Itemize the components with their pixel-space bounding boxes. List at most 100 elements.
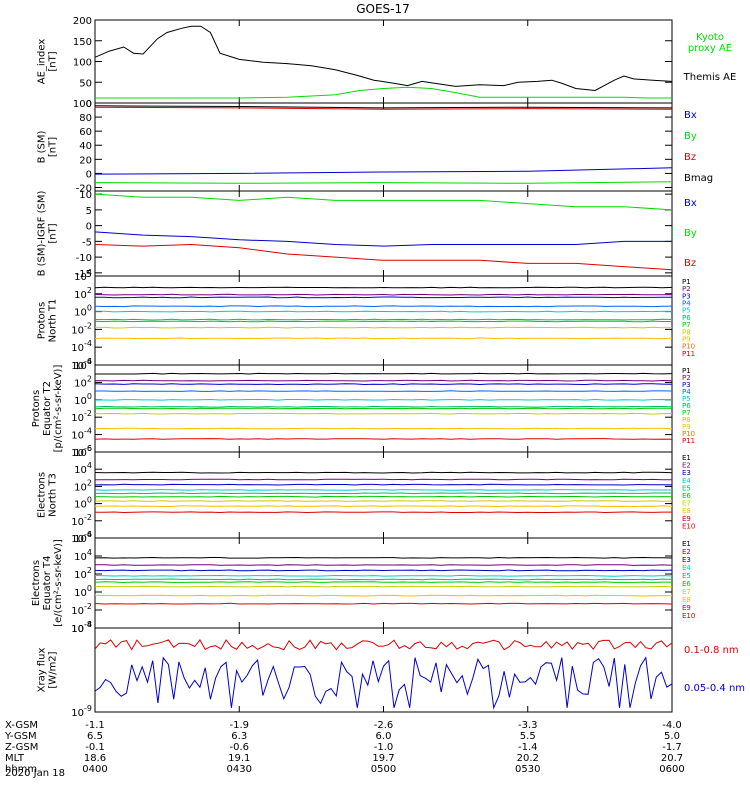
legend-label: E5 [682,572,691,580]
series-e6 [94,581,672,584]
series-line [95,412,673,415]
series-line [94,495,673,498]
y-tick-label: 10-9 [71,704,92,719]
series-p2 [94,293,673,296]
x-axis-row-value: 0430 [227,764,252,775]
x-axis-row-value: 0500 [371,764,396,775]
y-tick-label: 10-4 [71,620,92,635]
series-e2 [95,564,673,566]
x-axis-row-label: Y-GSM [4,731,37,742]
series-line [94,337,673,340]
legend-label: Bz [684,152,696,163]
legend-label: 0.1-0.8 nm [684,645,739,656]
legend-label: E3 [682,469,691,477]
legend-label: E2 [682,548,691,556]
legend-label: Bz [684,258,696,269]
legend-label: proxy AE [688,43,732,54]
series-line [94,639,673,651]
legend-label: Bx [684,198,697,209]
series-bx [94,231,672,247]
series-line [94,500,673,502]
series-line [94,471,673,474]
series-p3 [94,383,673,386]
y-axis-label: North T3 [48,473,59,517]
x-axis-row-value: 19.1 [228,753,250,764]
series-p5 [95,310,673,313]
y-axis-label: Electrons [31,560,42,606]
legend-label: By [684,131,697,142]
y-tick-label: 10-4 [71,339,92,354]
y-axis-label: AE_index [37,39,48,85]
y-tick-label: 102 [74,566,92,581]
x-axis-row-value: -1.7 [662,742,682,753]
legend-label: E10 [682,522,695,530]
y-axis-label: B (SM)-IGRF (SM) [37,191,48,277]
series-e7 [94,500,673,502]
series-line [94,286,673,289]
x-axis-row-label: Z-GSM [5,742,38,753]
legend-label: 0.05-0.4 nm [684,683,745,694]
y-tick-label: 50 [79,78,92,89]
y-axis-label: [W/m2] [48,651,59,688]
series-e9 [94,511,672,514]
legend-label: E4 [682,564,691,572]
x-axis-row-value: 6.3 [231,731,247,742]
series-themis-ae [94,25,673,92]
series-bx [94,167,673,175]
legend-label: P4 [682,300,691,308]
series-p4 [95,390,673,392]
series-line [94,405,673,408]
y-axis-label: Equator T4 [42,556,53,611]
series-line [94,483,673,486]
legend-label: E7 [682,500,691,508]
series-line [94,427,673,430]
series-line [94,478,672,481]
legend-label: P3 [682,381,691,389]
series-p8 [95,412,673,415]
series-line [94,438,673,440]
series-line [94,305,673,308]
x-axis-row-value: -0.6 [229,742,249,753]
y-tick-label: 10 [79,190,92,201]
y-axis-label: Equator T2 [42,381,53,436]
series-e5 [94,578,673,581]
series-line [94,511,672,514]
series-line [94,556,673,559]
y-tick-label: 80 [79,113,92,124]
y-tick-label: 0 [86,99,92,110]
series-e3 [94,569,673,572]
x-axis-row-value: -1.0 [374,742,394,753]
series-p9 [94,427,673,430]
y-tick-label: -20 [76,183,92,194]
y-tick-label: 102 [74,286,92,301]
y-tick-label: 10-2 [71,513,92,528]
x-axis-row-label: hhmm [5,764,37,775]
legend-label: P1 [682,278,691,286]
legend-label: P6 [682,402,691,410]
panel-5: 10-6 10-4 10-2 100 102 104 Protons Equator T2 [p… [31,357,695,459]
y-axis-label: [nT] [48,51,59,71]
y-axis-label: Xray flux [37,648,48,693]
series-line [95,390,673,392]
x-axis-row-value: 19.7 [372,753,394,764]
legend-label: P11 [682,350,695,358]
legend-label: P2 [682,285,691,293]
series-line [94,167,673,175]
y-tick-label: 106 [74,530,92,545]
series-line [94,318,673,321]
legend-label: E1 [682,540,691,548]
y-axis-label: [nT] [48,223,59,243]
legend-label: P9 [682,423,691,431]
x-axis-row-value: -3.3 [518,720,538,731]
series-e3 [94,483,673,486]
y-tick-label: 106 [74,444,92,459]
series-0-05-0-4-nm [94,656,673,710]
legend-label: E6 [682,492,691,500]
legend-label: P8 [682,416,691,424]
legend-label: P5 [682,307,691,315]
y-tick-label: 100 [73,99,92,110]
series-line [95,564,673,566]
series-e6 [94,495,673,498]
legend-label: E8 [682,596,691,604]
